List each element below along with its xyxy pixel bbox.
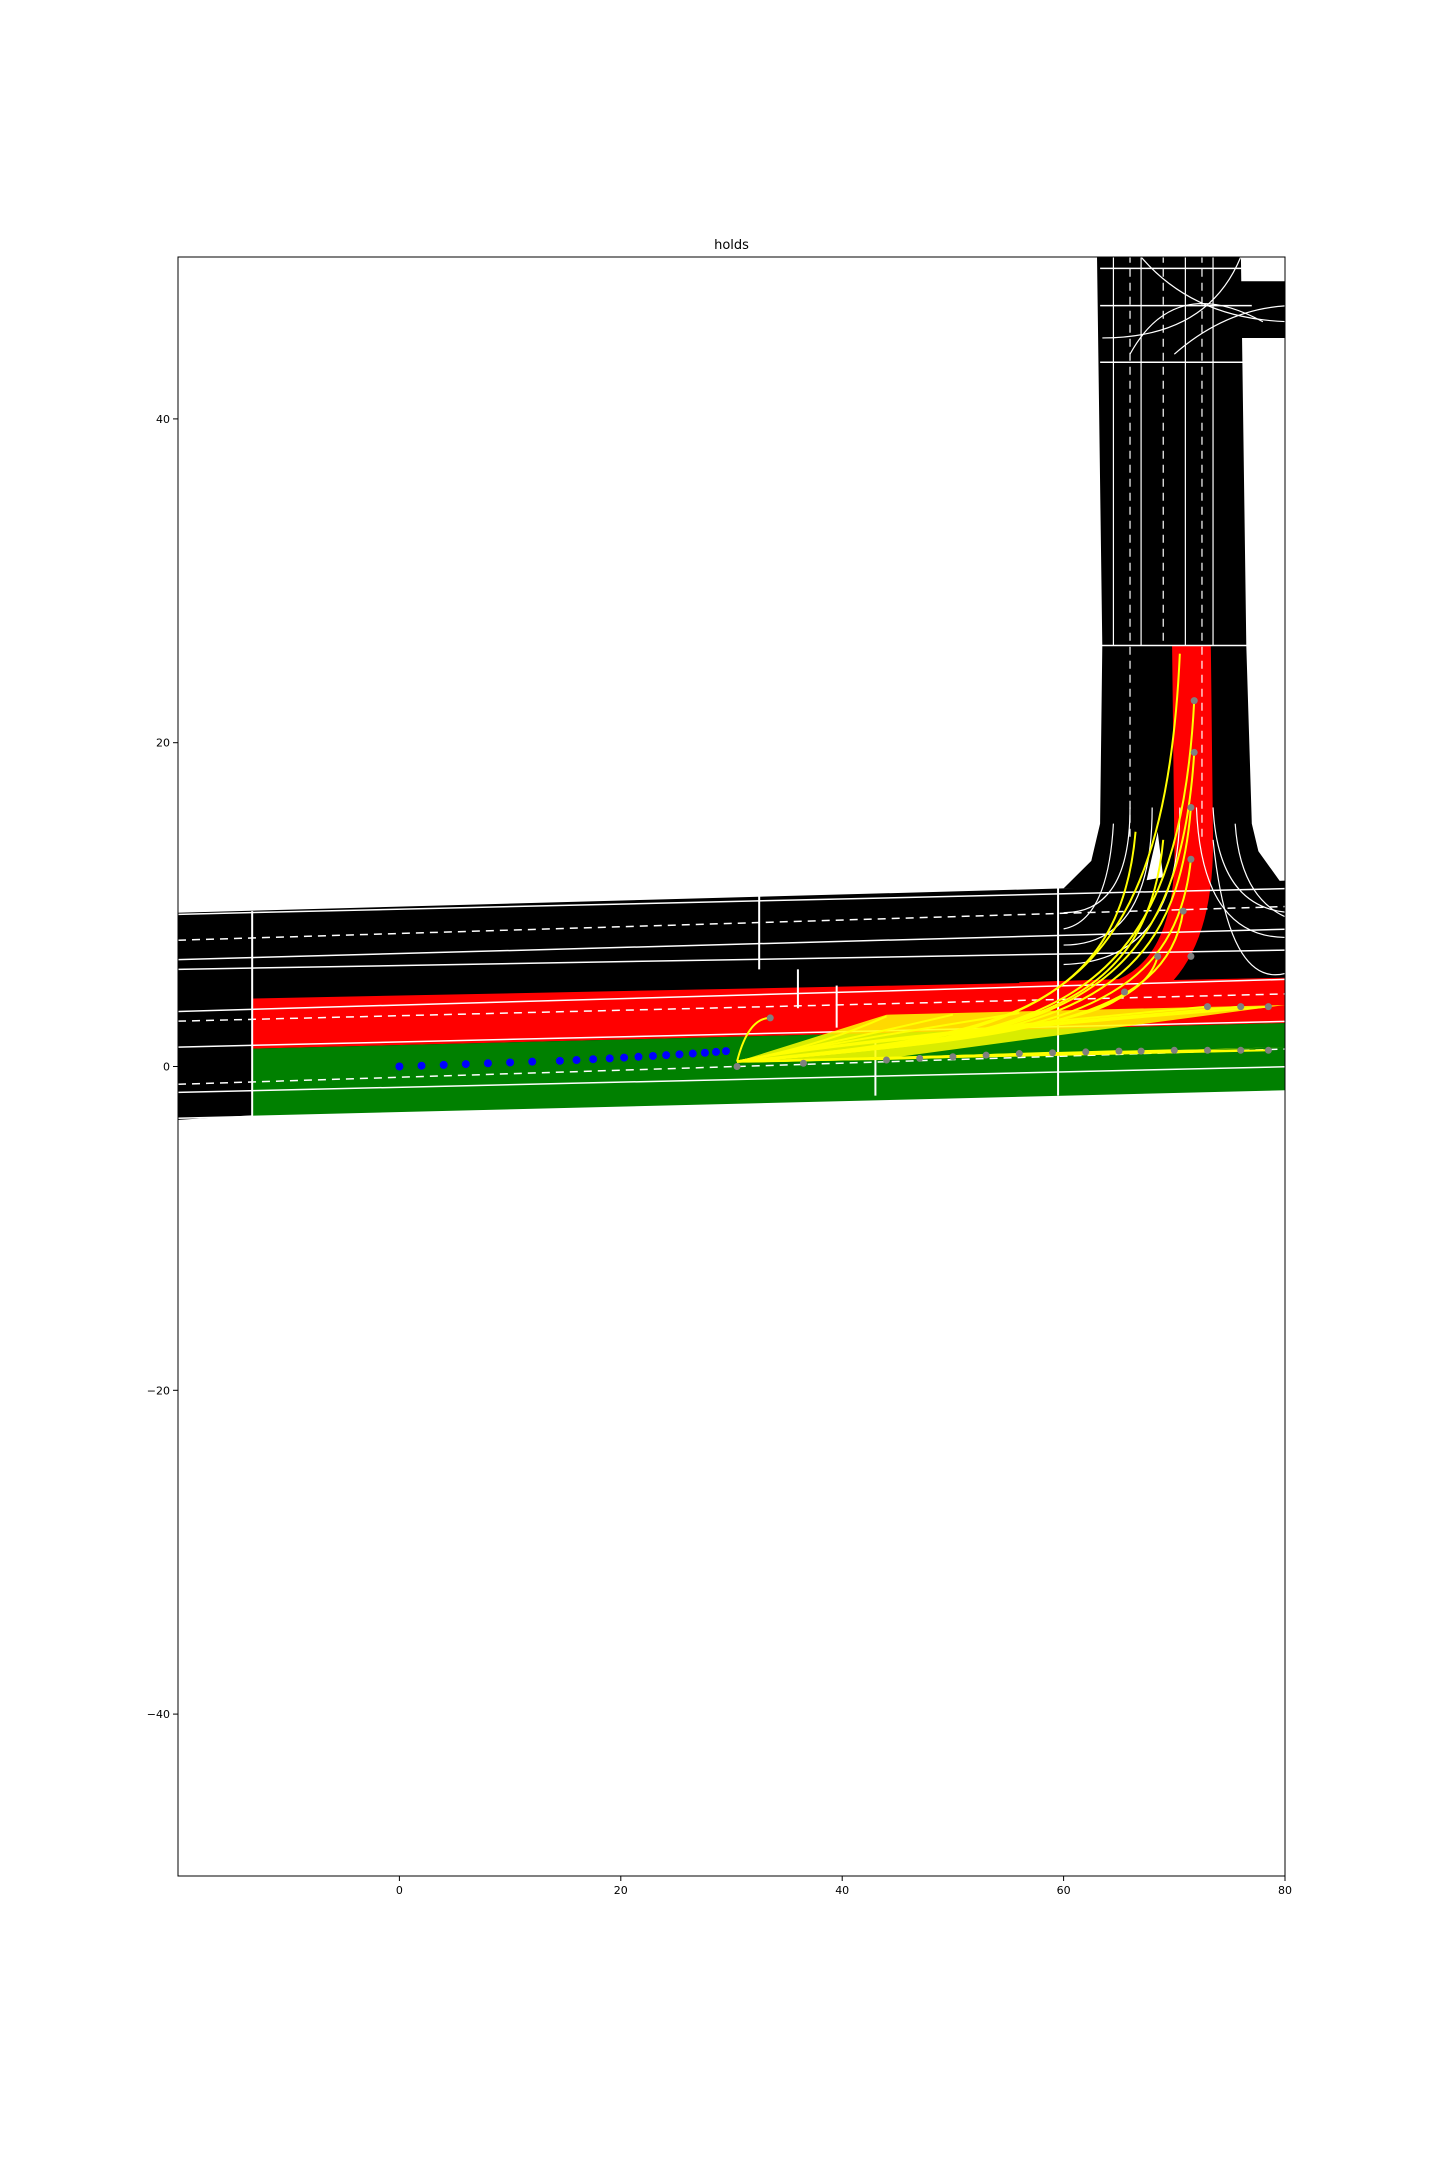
candidate-point	[1180, 908, 1187, 915]
x-tick-label: 80	[1278, 1884, 1292, 1897]
history-point	[418, 1062, 426, 1070]
history-point	[573, 1056, 581, 1064]
history-point	[589, 1055, 597, 1063]
y-tick-label: 20	[156, 737, 170, 750]
candidate-point	[1187, 856, 1194, 863]
history-point	[395, 1063, 403, 1071]
candidate-point	[1191, 749, 1198, 756]
y-tick-label: −20	[147, 1384, 170, 1397]
y-tick-label: 0	[163, 1061, 170, 1074]
history-point	[484, 1059, 492, 1067]
candidate-point	[1082, 1048, 1089, 1055]
candidate-point	[1187, 953, 1194, 960]
candidate-point	[949, 1053, 956, 1060]
plot-area	[178, 241, 1296, 1120]
x-tick-label: 20	[614, 1884, 628, 1897]
candidate-point	[800, 1060, 807, 1067]
candidate-point	[1049, 1049, 1056, 1056]
history-point	[689, 1050, 697, 1058]
history-point	[712, 1048, 720, 1056]
candidate-point	[1115, 1048, 1122, 1055]
history-point	[506, 1058, 514, 1066]
candidate-point	[1265, 1003, 1272, 1010]
candidate-point	[1138, 1048, 1145, 1055]
history-point	[620, 1054, 628, 1062]
candidate-point	[1237, 1003, 1244, 1010]
candidate-point	[1187, 804, 1194, 811]
history-point	[528, 1058, 536, 1066]
history-point	[662, 1051, 670, 1059]
candidate-point	[1204, 1047, 1211, 1054]
candidate-point	[883, 1057, 890, 1064]
chart-title: holds	[714, 238, 749, 253]
candidate-point	[1121, 989, 1128, 996]
candidate-point	[1016, 1050, 1023, 1057]
x-tick-label: 0	[396, 1884, 403, 1897]
x-tick-label: 40	[835, 1884, 849, 1897]
candidate-point	[1191, 697, 1198, 704]
candidate-point	[1237, 1047, 1244, 1054]
history-point	[440, 1061, 448, 1069]
history-point	[635, 1053, 643, 1061]
candidate-point	[1171, 1047, 1178, 1054]
candidate-point	[1204, 1003, 1211, 1010]
history-point	[556, 1057, 564, 1065]
y-tick-label: 40	[156, 413, 170, 426]
history-point	[722, 1047, 730, 1055]
x-tick-label: 60	[1057, 1884, 1071, 1897]
candidate-point	[916, 1055, 923, 1062]
candidate-point	[1265, 1047, 1272, 1054]
history-point	[649, 1052, 657, 1060]
history-point	[701, 1049, 709, 1057]
y-tick-label: −40	[147, 1708, 170, 1721]
history-point	[675, 1050, 683, 1058]
candidate-point	[734, 1063, 741, 1070]
history-point	[462, 1060, 470, 1068]
candidate-point	[983, 1052, 990, 1059]
candidate-point	[767, 1014, 774, 1021]
history-point	[606, 1054, 614, 1062]
candidate-point	[1154, 953, 1161, 960]
